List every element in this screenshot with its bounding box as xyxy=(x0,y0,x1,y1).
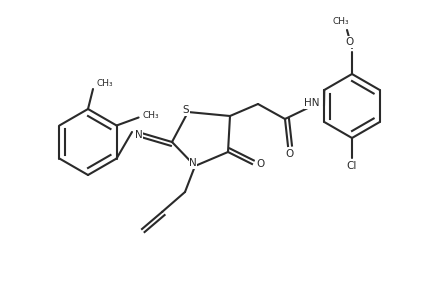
Text: O: O xyxy=(256,159,264,169)
Text: S: S xyxy=(183,105,189,115)
Text: O: O xyxy=(286,149,294,159)
Text: CH₃: CH₃ xyxy=(97,78,113,87)
Text: CH₃: CH₃ xyxy=(142,111,159,120)
Text: CH₃: CH₃ xyxy=(333,18,349,26)
Text: Cl: Cl xyxy=(347,161,357,171)
Text: N: N xyxy=(135,130,143,140)
Text: O: O xyxy=(346,37,354,47)
Text: N: N xyxy=(189,158,197,168)
Text: HN: HN xyxy=(304,98,320,108)
